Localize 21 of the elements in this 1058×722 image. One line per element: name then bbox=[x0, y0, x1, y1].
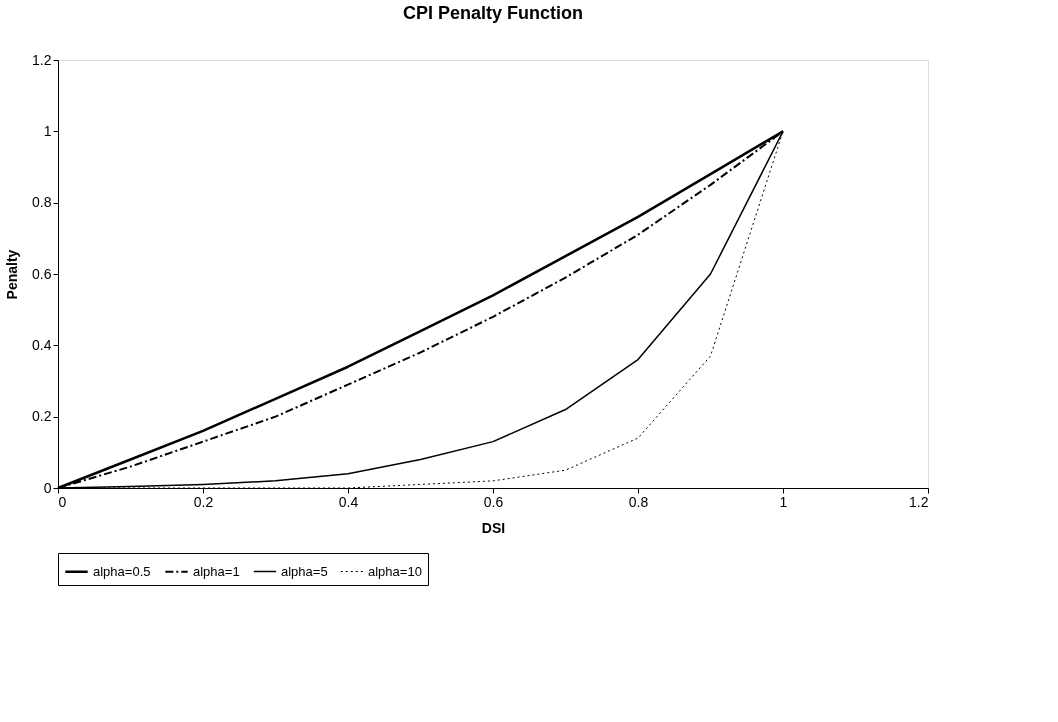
x-tick-label: 0.8 bbox=[628, 493, 649, 510]
y-axis-title: Penalty bbox=[4, 249, 21, 300]
legend-label: alpha=1 bbox=[193, 563, 240, 579]
x-tick-label: 1 bbox=[779, 493, 788, 510]
x-tick-label: 0 bbox=[58, 493, 67, 510]
legend-label: alpha=10 bbox=[368, 563, 422, 579]
y-tick-label: 0.4 bbox=[32, 336, 52, 353]
x-tick-label: 0.2 bbox=[193, 493, 214, 510]
chart-title: CPI Penalty Function bbox=[402, 3, 584, 23]
y-tick-label: 0.8 bbox=[32, 194, 52, 211]
x-tick-label: 0.6 bbox=[483, 493, 504, 510]
y-tick-label: 1 bbox=[43, 122, 52, 139]
x-tick-label: 1.2 bbox=[909, 493, 929, 510]
x-tick-label: 0.4 bbox=[338, 493, 359, 510]
y-tick-label: 1.2 bbox=[32, 51, 52, 68]
legend-label: alpha=5 bbox=[281, 563, 328, 579]
y-tick-label: 0 bbox=[43, 479, 52, 496]
x-axis-title: DSI bbox=[481, 519, 506, 536]
y-tick-label: 0.2 bbox=[32, 408, 52, 425]
legend-label: alpha=0.5 bbox=[93, 563, 151, 579]
y-tick-label: 0.6 bbox=[32, 265, 52, 282]
